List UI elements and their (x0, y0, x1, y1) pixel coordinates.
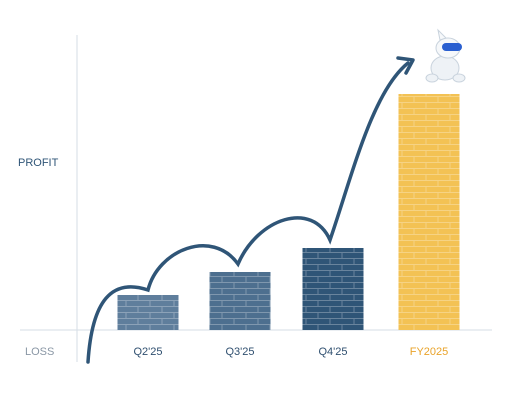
brick-texture (398, 94, 460, 330)
x-tick-label: Q4'25 (318, 346, 347, 358)
x-tick-label: Q3'25 (225, 346, 254, 358)
arrow-head (396, 56, 415, 75)
bars (117, 94, 460, 330)
x-tick-label: Q2'25 (133, 346, 162, 358)
mascot (425, 28, 466, 83)
brick-texture (117, 295, 179, 330)
growth-arrow (86, 61, 410, 364)
brick-texture (302, 248, 364, 330)
profit-label: PROFIT (18, 157, 59, 169)
brick-texture (209, 272, 271, 330)
x-tick-label: FY2025 (410, 346, 449, 358)
loss-label: LOSS (25, 346, 54, 358)
